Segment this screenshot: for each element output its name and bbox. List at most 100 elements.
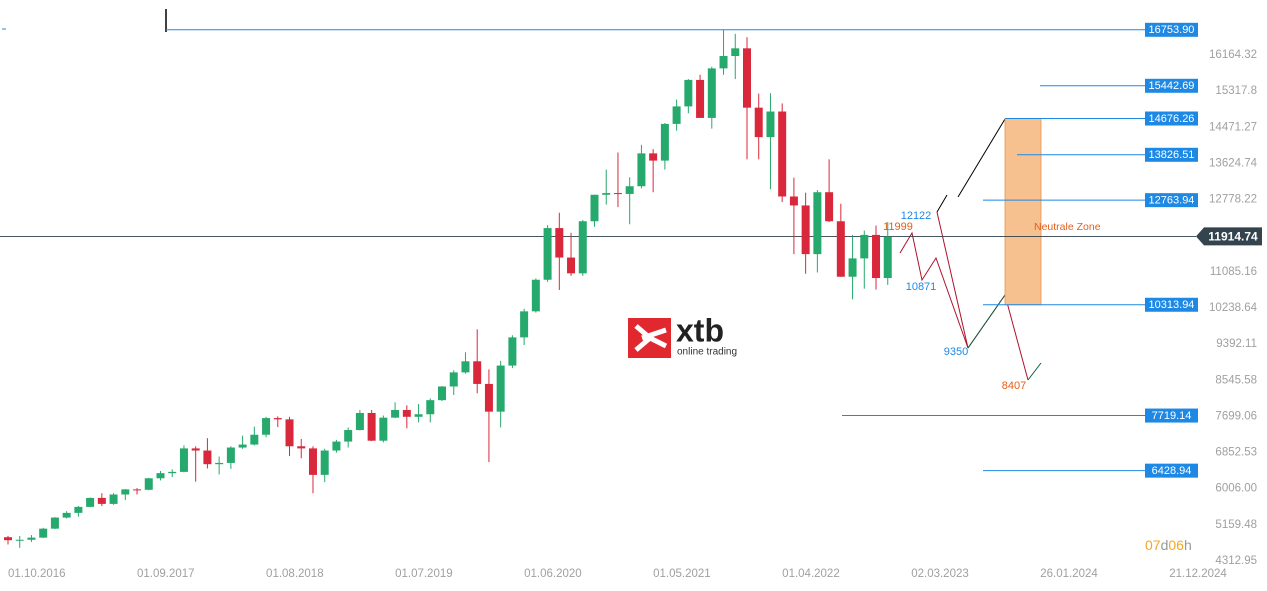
projection-line [936,194,948,213]
candle-body [872,234,881,279]
candle-body [860,234,869,259]
candle-body [461,361,470,373]
level-label: 7719.14 [1152,410,1192,422]
candle-body [121,489,130,495]
candle-body [649,153,658,161]
candle-body [39,528,48,538]
candle-body [766,111,775,138]
candle-body [778,111,787,197]
logo-mark [634,324,668,352]
x-tick-label: 01.06.2020 [524,568,582,580]
candle-body [15,539,24,541]
candle-body [203,450,212,465]
candle-body [602,193,611,195]
candle-body [496,365,505,412]
candle-body [262,418,271,435]
candle-body [74,506,83,513]
x-tick-label: 01.04.2022 [782,568,840,580]
countdown: 07d06h [1145,537,1192,553]
y-tick-label: 14471.27 [1209,121,1257,133]
candle-body [449,372,458,387]
level-label: 6428.94 [1152,465,1192,477]
candle-body [848,258,857,277]
candle-body [813,192,822,255]
projection-line [967,294,1006,349]
y-tick-label: 7699.06 [1215,410,1257,422]
y-tick-label: 6852.53 [1215,447,1257,459]
level-label: 12763.94 [1149,195,1195,207]
x-tick-label: 01.05.2021 [653,568,711,580]
candle-body [696,79,705,118]
candle-body [27,537,36,540]
candle-body [520,311,529,338]
candle-body [62,512,71,518]
y-tick-label: 11085.16 [1210,266,1257,278]
candle-body [332,441,341,451]
candle-body [883,236,892,279]
y-tick-label: 5159.48 [1215,519,1257,531]
candle-body [789,196,798,206]
candle-body [297,446,306,449]
candle-body [379,417,388,441]
neutral-zone [1004,118,1042,306]
candle-body [215,462,224,465]
y-tick-label: 6006.00 [1215,483,1257,495]
candle-body [637,153,646,187]
candle-body [168,471,177,474]
candle-body [426,400,435,415]
y-tick-label: 10238.64 [1209,302,1258,314]
candle-body [836,221,845,277]
x-tick-label: 26.01.2024 [1040,568,1098,580]
candle-body [355,412,364,431]
candle-body [801,205,810,255]
x-tick-label: 01.10.2016 [8,568,66,580]
candle-body [672,106,681,124]
current-price-box [1196,227,1262,246]
level-box [1145,147,1198,162]
x-tick-label: 01.09.2017 [137,568,195,580]
candle-body [285,419,294,447]
candle-body [226,447,235,463]
y-tick-label: 16164.32 [1209,49,1257,61]
level-box [1145,78,1198,93]
candle-body [508,337,517,366]
candle-body [50,517,59,529]
level-box [1145,463,1198,478]
candle-body [144,478,153,490]
logo: xtb online trading [628,312,737,358]
candle-body [660,123,669,161]
x-tick-label: 01.08.2018 [266,568,324,580]
candle-body [250,434,259,445]
candle-body [613,193,622,195]
annotation: 9350 [944,346,968,358]
candle-body [320,450,329,475]
level-label: 13826.51 [1149,149,1195,161]
candle-body [238,444,247,448]
candle-body [625,186,634,194]
candle-body [590,194,599,222]
candle-body [4,537,12,541]
candle-body [86,497,95,507]
x-tick-label: 01.07.2019 [395,568,453,580]
countdown-part: 07 [1145,537,1161,553]
candle-body [367,412,376,441]
y-tick-label: 12778.22 [1209,194,1257,206]
level-box [1145,297,1198,312]
y-tick-label: 13624.74 [1209,157,1258,169]
candle-body [414,414,423,417]
candle-body [731,48,740,57]
countdown-part: 06 [1168,537,1184,553]
candle-body [543,228,552,280]
y-tick-label: 8545.58 [1215,374,1257,386]
candle-body [754,107,763,138]
level-box [1145,111,1198,126]
candle-body [156,473,165,479]
annotation: 11999 [883,221,913,233]
candle-body [179,448,188,472]
level-box [1145,193,1198,208]
candle-body [567,257,576,274]
zone-label: Neutrale Zone [1034,221,1101,233]
y-tick-label: 9392.11 [1216,338,1257,350]
candle-body [578,221,587,274]
